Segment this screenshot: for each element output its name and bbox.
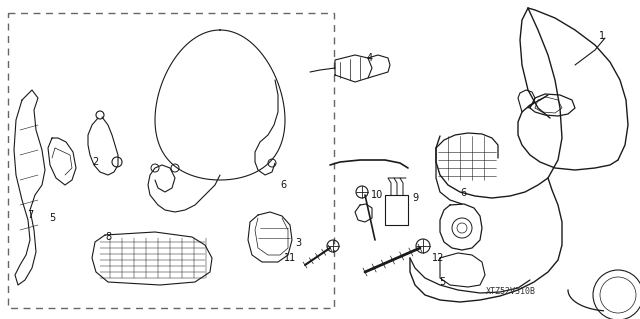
Text: 5: 5 <box>439 277 445 287</box>
Text: 10: 10 <box>371 190 383 200</box>
Text: 9: 9 <box>412 193 418 203</box>
Text: 7: 7 <box>27 210 33 220</box>
Text: 3: 3 <box>295 238 301 248</box>
Text: 8: 8 <box>105 232 111 242</box>
Text: 2: 2 <box>92 157 98 167</box>
Text: 12: 12 <box>432 253 444 263</box>
Text: XTZ52V310B: XTZ52V310B <box>486 287 536 296</box>
Text: 5: 5 <box>49 213 55 223</box>
Text: 1: 1 <box>599 31 605 41</box>
Text: 6: 6 <box>280 180 286 190</box>
Text: 6: 6 <box>460 188 466 198</box>
Text: 4: 4 <box>367 53 373 63</box>
Bar <box>8 13 334 308</box>
Text: 11: 11 <box>284 253 296 263</box>
